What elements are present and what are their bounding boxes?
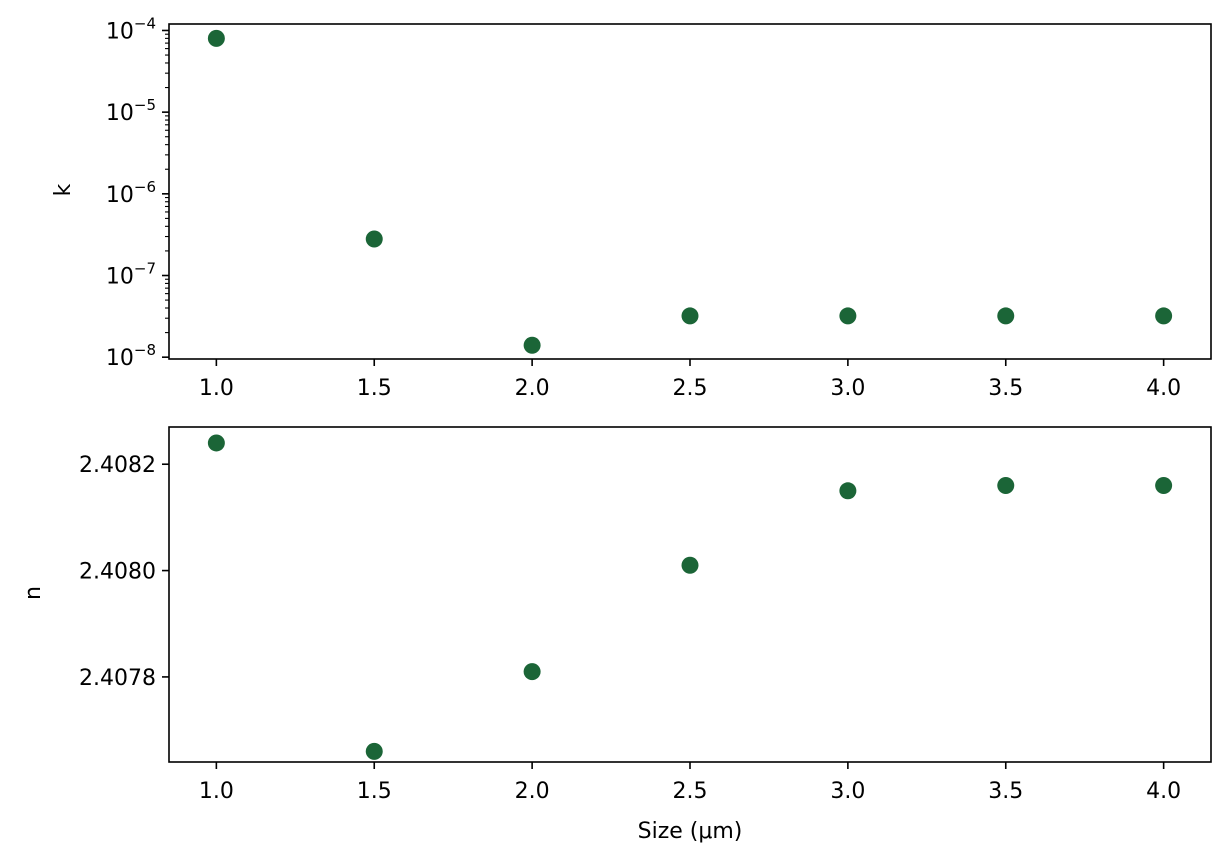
n-x-tick-label: 3.5 [988, 779, 1023, 804]
k-y-tick-label: 10−8 [106, 341, 156, 371]
k-data-point [997, 307, 1015, 325]
k-x-tick-label: 1.5 [357, 376, 392, 401]
n-data-point [523, 663, 541, 681]
n-axis-label: n [21, 586, 46, 600]
k-x-tick-label: 2.0 [515, 376, 550, 401]
n-x-tick-label: 1.5 [357, 779, 392, 804]
n-y-tick-label: 2.4080 [79, 560, 156, 585]
k-data-point [839, 307, 857, 325]
size-axis-label: Size (μm) [638, 819, 743, 844]
k-axis-label: k [51, 183, 76, 196]
n-data-point [997, 476, 1015, 494]
n-y-tick-label: 2.4078 [79, 666, 156, 691]
n-data-point [365, 742, 383, 760]
k-plot-frame [168, 23, 1212, 360]
k-panel: 1.0 1.5 2.0 2.5 3.0 3.5 4.0 10−8 10−7 10−6 10−5 10−… [106, 14, 1212, 401]
k-y-tick-label: 10−4 [106, 14, 156, 44]
n-x-tick-label: 1.0 [199, 779, 234, 804]
k-data-point [207, 29, 225, 47]
k-x-tick-label: 3.0 [830, 376, 865, 401]
n-plot-frame [168, 426, 1212, 763]
k-x-tick-label: 1.0 [199, 376, 234, 401]
n-x-tick-label: 4.0 [1146, 779, 1181, 804]
k-x-tick-label: 3.5 [988, 376, 1023, 401]
n-data-point [839, 482, 857, 500]
n-y-tick-label: 2.4082 [79, 453, 156, 478]
k-data-point [365, 230, 383, 248]
n-x-tick-label: 3.0 [830, 779, 865, 804]
k-x-tick-label: 2.5 [673, 376, 708, 401]
n-x-tick-label: 2.5 [673, 779, 708, 804]
n-data-point [207, 434, 225, 452]
k-data-point [523, 336, 541, 354]
k-data-point [681, 307, 699, 325]
k-x-tick-label: 4.0 [1146, 376, 1181, 401]
k-data-point [1155, 307, 1173, 325]
k-y-tick-label: 10−6 [106, 178, 156, 208]
k-y-tick-label: 10−7 [106, 260, 156, 290]
n-panel: 1.0 1.5 2.0 2.5 3.0 3.5 4.0 2.4078 2.4080 2.4082 [79, 426, 1212, 804]
n-data-point [1155, 476, 1173, 494]
k-y-tick-label: 10−5 [106, 96, 156, 126]
n-data-point [681, 556, 699, 574]
n-x-tick-label: 2.0 [515, 779, 550, 804]
